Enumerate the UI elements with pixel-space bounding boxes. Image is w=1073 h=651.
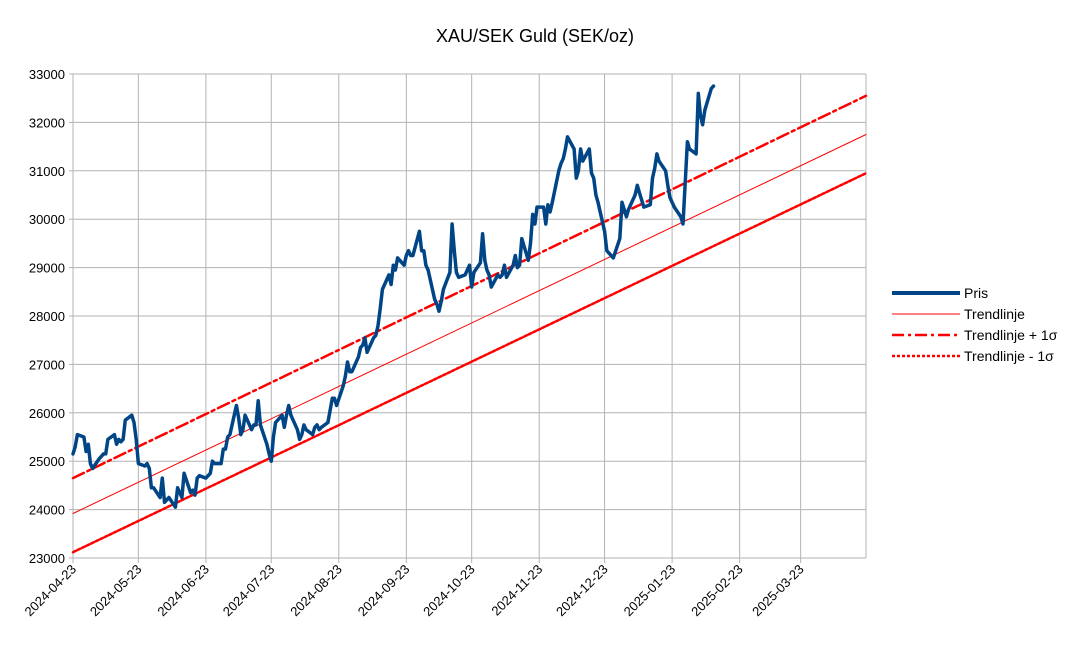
x-tick-label: 2024-07-23 [220,562,278,620]
y-tick-label: 28000 [29,309,65,324]
y-tick-label: 31000 [29,164,65,179]
y-tick-label: 27000 [29,357,65,372]
legend-swatch-trendlinje [892,309,960,319]
y-tick-label: 29000 [29,261,65,276]
legend: Pris Trendlinje Trendlinje + 1σ Trendlin… [892,282,1057,366]
x-tick-label: 2024-10-23 [420,562,478,620]
legend-item-trendlinje-plus: Trendlinje + 1σ [892,324,1057,345]
series-line-trendlinje-1 [71,94,868,480]
y-tick-label: 23000 [29,551,65,566]
y-tick-label: 30000 [29,212,65,227]
x-tick-label: 2025-03-23 [749,562,807,620]
legend-swatch-trendlinje-plus [892,330,960,340]
x-tick-label: 2024-12-23 [553,562,611,620]
series-line-pris [71,84,716,509]
legend-item-trendlinje: Trendlinje [892,303,1057,324]
x-tick-label: 2024-11-23 [488,562,545,619]
series-layer [71,84,868,554]
legend-item-trendlinje-minus: Trendlinje - 1σ [892,345,1057,366]
legend-label-trendlinje-minus: Trendlinje - 1σ [964,347,1054,364]
legend-swatch-pris [892,288,960,298]
y-tick-label: 33000 [29,67,65,82]
x-tick-label: 2024-05-23 [87,562,145,620]
y-tick-label: 25000 [29,454,65,469]
x-axis: 2024-04-23 2024-05-23 2024-06-23 2024-07-23… [21,558,807,620]
legend-item-pris: Pris [892,282,1057,303]
x-tick-label: 2024-06-23 [154,562,212,620]
grid-lines [72,73,866,559]
x-tick-label: 2025-02-23 [688,562,746,620]
x-tick-label: 2024-09-23 [355,562,413,620]
x-tick-label: 2024-08-23 [287,562,345,620]
legend-label-trendlinje: Trendlinje [964,305,1025,322]
chart-title: XAU/SEK Guld (SEK/oz) [436,26,634,46]
y-tick-label: 24000 [29,503,65,518]
series-line-trendlinje [72,134,867,514]
legend-label-trendlinje-plus: Trendlinje + 1σ [964,326,1058,343]
y-tick-label: 26000 [29,406,65,421]
x-tick-label: 2024-04-23 [21,562,79,620]
legend-label-pris: Pris [964,284,989,301]
x-tick-label: 2025-01-23 [621,562,679,620]
y-axis: 23000 24000 25000 26000 27000 28000 29000 30000… [29,67,73,566]
series-line-trendlinje-1 [71,171,868,554]
legend-swatch-trendlinje-minus [892,351,960,361]
y-tick-label: 32000 [29,115,65,130]
